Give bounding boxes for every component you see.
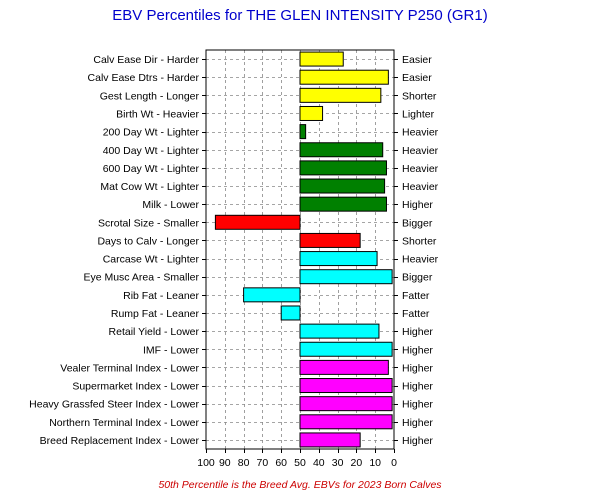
trait-left-label: IMF - Lower xyxy=(143,344,200,356)
trait-left-label: Northern Terminal Index - Lower xyxy=(49,417,199,429)
bar-16 xyxy=(299,323,380,339)
trait-right-label: Lighter xyxy=(402,108,435,120)
trait-right-label: Higher xyxy=(402,381,433,393)
trait-right-label: Heavier xyxy=(402,145,439,157)
trait-left-label: Birth Wt - Heavier xyxy=(116,108,199,120)
bar-15 xyxy=(280,305,301,321)
trait-right-label: Easier xyxy=(402,54,432,66)
bar-2 xyxy=(299,69,389,85)
bar-8 xyxy=(299,178,386,194)
bar-14 xyxy=(243,287,301,303)
x-tick-label: 60 xyxy=(275,457,287,469)
bar-12 xyxy=(299,251,378,267)
right-trait-labels: Easier Easier Shorter Lighter Heavier Heavier… xyxy=(402,54,439,447)
trait-right-label: Shorter xyxy=(402,235,437,247)
bar-5 xyxy=(299,124,307,140)
x-tick-label: 50 xyxy=(294,457,306,469)
x-tick-label: 30 xyxy=(332,457,344,469)
bar-10 xyxy=(214,214,301,230)
bar-7 xyxy=(299,160,387,176)
trait-left-label: Scrotal Size - Smaller xyxy=(98,217,199,229)
trait-right-label: Heavier xyxy=(402,181,439,193)
trait-left-label: Calv Ease Dtrs - Harder xyxy=(88,72,200,84)
trait-left-label: Eye Musc Area - Smaller xyxy=(83,272,199,284)
chart-title: EBV Percentiles for THE GLEN INTENSITY P… xyxy=(112,7,487,24)
x-axis-ticks: 100 90 80 70 60 50 40 30 20 10 0 xyxy=(197,59,398,469)
chart-footnote: 50th Percentile is the Breed Avg. EBVs f… xyxy=(158,479,442,491)
bars xyxy=(214,51,393,448)
trait-left-label: Heavy Grassfed Steer Index - Lower xyxy=(29,399,199,411)
x-tick-label: 70 xyxy=(257,457,269,469)
trait-right-label: Fatter xyxy=(402,290,430,302)
x-tick-label: 10 xyxy=(369,457,381,469)
bar-1 xyxy=(299,51,344,67)
trait-right-label: Higher xyxy=(402,362,433,374)
trait-right-label: Bigger xyxy=(402,272,433,284)
trait-left-label: Retail Yield - Lower xyxy=(109,326,200,338)
trait-left-label: Rump Fat - Leaner xyxy=(111,308,200,320)
trait-left-label: Gest Length - Longer xyxy=(100,90,200,102)
trait-right-label: Higher xyxy=(402,326,433,338)
bar-17 xyxy=(299,341,393,357)
trait-right-label: Higher xyxy=(402,417,433,429)
trait-left-label: Breed Replacement Index - Lower xyxy=(40,435,200,447)
trait-left-label: Mat Cow Wt - Lighter xyxy=(100,181,199,193)
bar-4 xyxy=(299,105,324,121)
trait-left-label: Carcase Wt - Lighter xyxy=(103,254,200,266)
trait-right-label: Heavier xyxy=(402,163,439,175)
x-tick-label: 20 xyxy=(351,457,363,469)
bar-3 xyxy=(299,87,382,103)
trait-right-label: Heavier xyxy=(402,127,439,139)
x-tick-label: 80 xyxy=(238,457,250,469)
bar-13 xyxy=(299,269,393,285)
trait-right-label: Easier xyxy=(402,72,432,84)
trait-left-label: Milk - Lower xyxy=(142,199,199,211)
bar-18 xyxy=(299,359,389,375)
trait-right-label: Higher xyxy=(402,399,433,411)
trait-right-label: Higher xyxy=(402,199,433,211)
trait-left-label: Calv Ease Dir - Harder xyxy=(93,54,199,66)
trait-right-label: Shorter xyxy=(402,90,437,102)
x-tick-label: 40 xyxy=(313,457,325,469)
bar-21 xyxy=(299,414,393,430)
trait-left-label: Rib Fat - Leaner xyxy=(123,290,199,302)
trait-left-label: Vealer Terminal Index - Lower xyxy=(60,362,199,374)
x-tick-label: 100 xyxy=(197,457,215,469)
bar-22 xyxy=(299,432,361,448)
trait-right-label: Fatter xyxy=(402,308,430,320)
x-tick-label: 90 xyxy=(219,457,231,469)
trait-right-label: Higher xyxy=(402,435,433,447)
trait-right-label: Heavier xyxy=(402,254,439,266)
trait-right-label: Higher xyxy=(402,344,433,356)
trait-left-label: 600 Day Wt - Lighter xyxy=(103,163,200,175)
trait-left-label: 400 Day Wt - Lighter xyxy=(103,145,200,157)
bar-20 xyxy=(299,396,393,412)
trait-right-label: Bigger xyxy=(402,217,433,229)
trait-left-label: Supermarket Index - Lower xyxy=(72,381,199,393)
x-tick-label: 0 xyxy=(391,457,397,469)
left-trait-labels: Calv Ease Dir - Harder Calv Ease Dtrs - H… xyxy=(29,54,199,447)
bar-11 xyxy=(299,232,361,248)
bar-19 xyxy=(299,378,393,394)
trait-left-label: Days to Calv - Longer xyxy=(97,235,199,247)
bar-6 xyxy=(299,142,384,158)
bar-9 xyxy=(299,196,387,212)
trait-left-label: 200 Day Wt - Lighter xyxy=(103,127,200,139)
